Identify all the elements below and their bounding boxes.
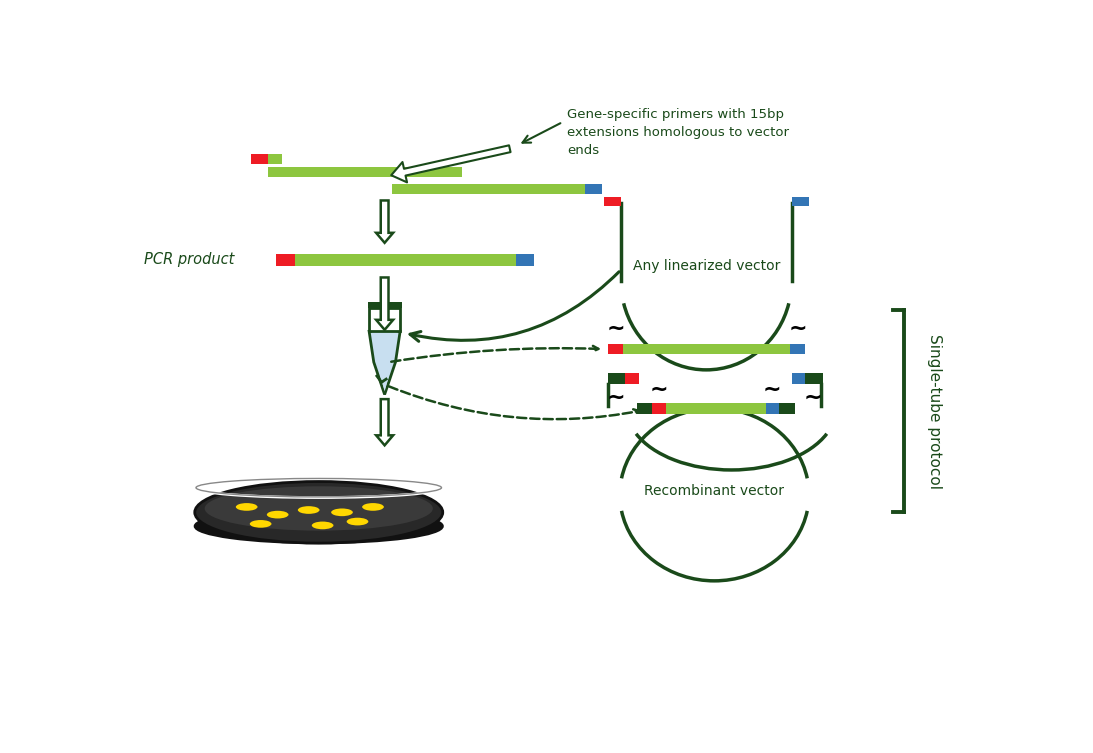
Ellipse shape: [250, 520, 271, 528]
Text: PCR product: PCR product: [144, 252, 235, 267]
Ellipse shape: [331, 508, 353, 516]
Ellipse shape: [236, 503, 258, 511]
Bar: [295, 254, 516, 266]
Ellipse shape: [195, 481, 443, 543]
Bar: [791, 373, 806, 384]
Text: ~: ~: [763, 380, 781, 400]
Ellipse shape: [267, 511, 289, 519]
Bar: [369, 308, 400, 331]
Bar: [608, 343, 623, 355]
Bar: [637, 403, 653, 413]
Text: Single-tube protocol: Single-tube protocol: [927, 334, 942, 489]
Bar: [571, 184, 585, 194]
Ellipse shape: [195, 509, 443, 543]
Text: ~: ~: [788, 319, 807, 339]
Text: Gene-specific primers with 15bp
extensions homologous to vector
ends: Gene-specific primers with 15bp extensio…: [567, 108, 789, 157]
Bar: [392, 184, 571, 194]
Polygon shape: [376, 399, 393, 445]
Bar: [269, 166, 462, 178]
Bar: [765, 403, 779, 413]
Bar: [791, 197, 809, 206]
Ellipse shape: [312, 522, 333, 529]
Ellipse shape: [297, 506, 319, 514]
Text: ~: ~: [607, 319, 625, 339]
Text: ~: ~: [803, 388, 823, 407]
Polygon shape: [369, 331, 400, 395]
Polygon shape: [376, 277, 393, 330]
Bar: [667, 403, 765, 413]
Text: ~: ~: [607, 388, 625, 407]
Bar: [367, 302, 401, 308]
Bar: [653, 403, 667, 413]
Bar: [604, 197, 621, 206]
Text: ~: ~: [649, 380, 668, 400]
Polygon shape: [372, 331, 398, 392]
Text: Any linearized vector: Any linearized vector: [633, 259, 780, 273]
Bar: [251, 154, 269, 164]
Bar: [269, 154, 282, 164]
Polygon shape: [376, 200, 393, 242]
Bar: [585, 184, 601, 194]
Bar: [608, 373, 625, 384]
Bar: [277, 254, 295, 266]
Ellipse shape: [204, 486, 433, 531]
Bar: [790, 343, 806, 355]
Bar: [779, 403, 795, 413]
Bar: [516, 254, 534, 266]
Text: Recombinant vector: Recombinant vector: [645, 483, 785, 498]
Bar: [806, 373, 823, 384]
Ellipse shape: [346, 518, 368, 526]
Bar: [625, 373, 638, 384]
Bar: [623, 343, 790, 355]
Ellipse shape: [362, 503, 384, 511]
